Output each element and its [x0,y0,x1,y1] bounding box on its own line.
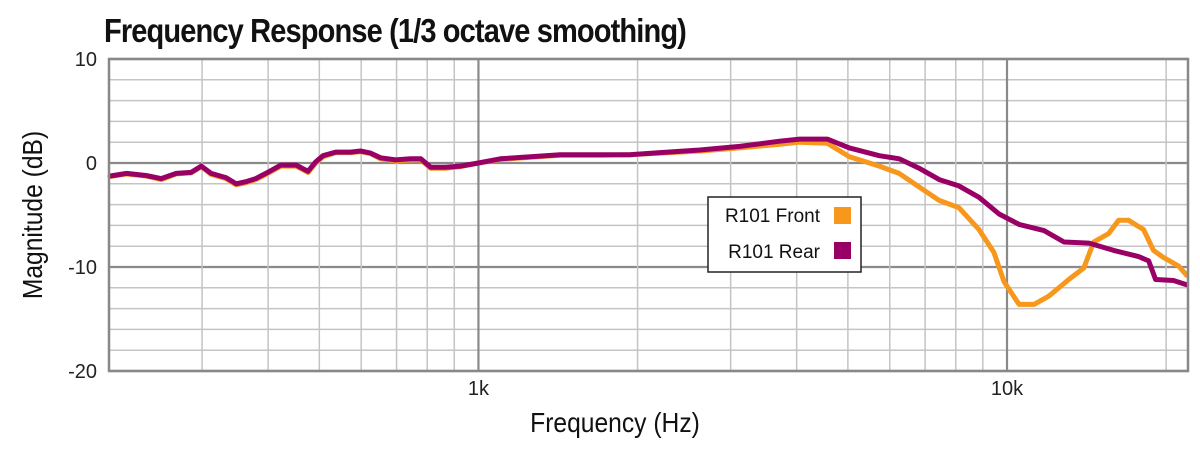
y-tick-label: 10 [75,49,97,71]
chart-title: Frequency Response (1/3 octave smoothing… [104,12,687,49]
tick-labels: 1k 10k 10 0 -10 -20 [68,49,1024,400]
y-tick-label: 0 [86,153,97,175]
x-axis-label: Frequency (Hz) [530,407,700,439]
x-tick-label: 1k [468,378,490,400]
series-line-rear [107,136,1190,288]
legend: R101 Front R101 Rear [707,196,862,273]
legend-swatch-front [834,207,851,224]
x-tick-label: 10k [991,378,1024,400]
legend-swatch-rear [834,242,851,259]
y-tick-label: -20 [68,361,97,383]
y-tick-label: -10 [68,257,97,279]
series-line-front [107,139,1190,307]
plot-frame [107,57,1190,373]
y-axis-label: Magnitude (dB) [17,131,49,299]
series-lines [107,136,1190,307]
legend-label-front: R101 Front [725,206,821,227]
legend-label-rear: R101 Rear [728,242,821,263]
grid [109,57,1188,373]
